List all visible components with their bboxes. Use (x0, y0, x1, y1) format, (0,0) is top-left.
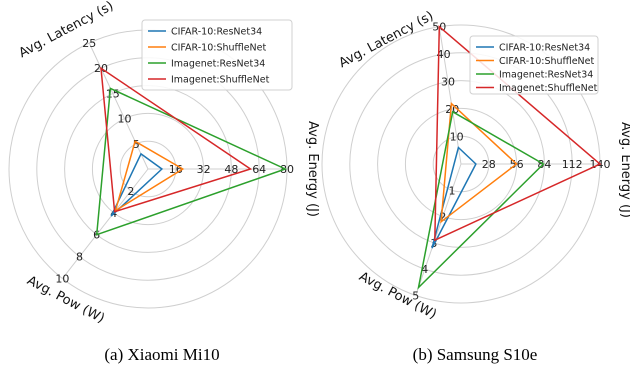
tick-label: 5 (133, 138, 140, 151)
axis-label: Avg. Energy (J) (305, 121, 320, 217)
tick-label: 10 (118, 113, 132, 126)
legend-entry: Imagenet:ResNet34 (171, 59, 265, 70)
legend-entry: Imagenet:ShuffleNet (171, 75, 270, 86)
tick-label: 80 (280, 163, 294, 176)
axis-spoke (88, 42, 149, 170)
tick-label: 4 (421, 263, 428, 276)
tick-label: 2 (439, 211, 446, 224)
tick-label: 10 (55, 273, 69, 286)
tick-label: 25 (82, 37, 96, 50)
legend-entry: CIFAR-10:ShuffleNet (499, 56, 595, 67)
tick-label: 112 (562, 158, 583, 171)
series-line (110, 152, 164, 217)
series-line (440, 102, 518, 224)
tick-label: 30 (441, 76, 455, 89)
series-line (431, 146, 477, 249)
tick-label: 2 (127, 185, 134, 198)
tick-label: 48 (224, 163, 238, 176)
series-line (434, 25, 602, 242)
tick-label: 28 (482, 158, 496, 171)
tick-label: 8 (76, 251, 83, 264)
caption-xiaomi: (a) Xiaomi Mi10 (104, 345, 219, 364)
tick-label: 10 (450, 131, 464, 144)
series-line (95, 87, 288, 236)
tick-label: 84 (537, 158, 551, 171)
axis-label: Avg. Latency (s) (17, 0, 117, 61)
axis-label: Avg. Latency (s) (337, 9, 437, 71)
axis-label: Avg. Energy (J) (618, 122, 630, 218)
series-line (100, 66, 253, 213)
legend-box (469, 35, 599, 95)
legend: CIFAR-10:ResNet34 CIFAR-10:ShuffleNet Imag… (141, 19, 293, 91)
tick-label: 64 (252, 163, 266, 176)
caption-samsung: (b) Samsung S10e (413, 345, 538, 364)
tick-label: 32 (197, 163, 211, 176)
legend-entry: Imagenet:ResNet34 (499, 70, 593, 81)
axis-spoke (438, 26, 462, 165)
legend-box (141, 19, 293, 91)
axis-spoke (62, 168, 149, 279)
axis-label: Avg. Pow (W) (356, 269, 438, 322)
series-line (114, 140, 185, 213)
legend-entry: CIFAR-10:ResNet34 (499, 43, 590, 54)
tick-label: 5 (412, 289, 419, 302)
legend-entry: CIFAR-10:ShuffleNet (171, 43, 267, 54)
legend-entry: Imagenet:ShuffleNet (499, 83, 598, 94)
tick-label: 40 (437, 48, 451, 61)
legend-entry: CIFAR-10:ResNet34 (171, 27, 262, 38)
legend: CIFAR-10:ResNet34 CIFAR-10:ShuffleNet Imag… (469, 35, 599, 95)
tick-label: 1 (448, 184, 455, 197)
axis-spoke (415, 163, 462, 296)
